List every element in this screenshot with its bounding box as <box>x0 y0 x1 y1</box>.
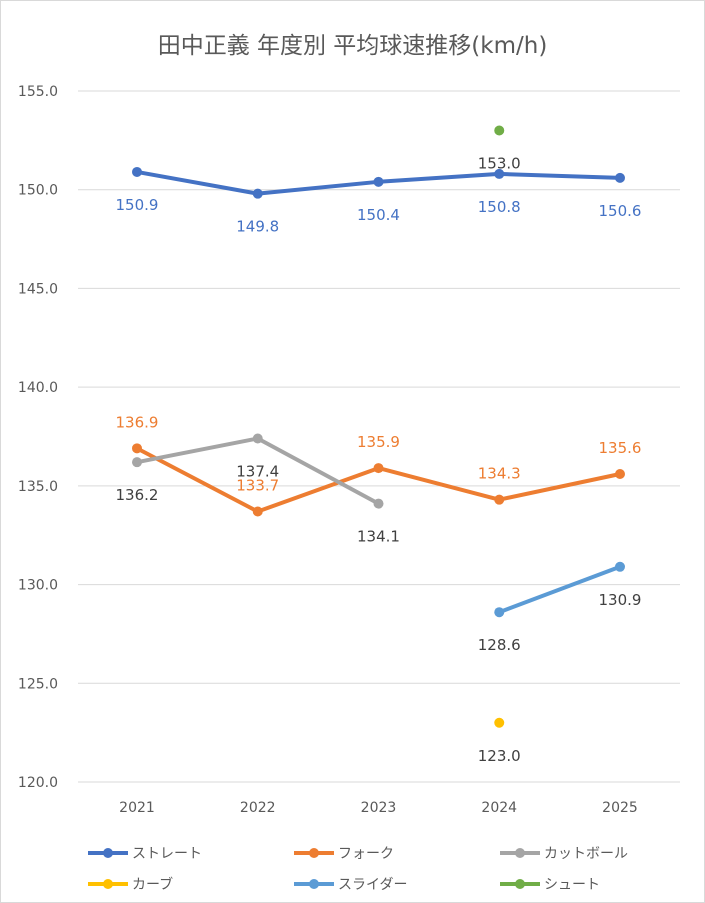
data-label: 134.1 <box>357 528 400 546</box>
data-label: 136.2 <box>116 486 159 504</box>
data-point <box>494 168 505 179</box>
data-point <box>252 188 263 199</box>
data-point <box>615 561 625 572</box>
series-line-4 <box>498 564 621 615</box>
legend-label: スライダー <box>338 877 407 893</box>
legend-point-marker <box>103 848 113 858</box>
legend-label: ストレート <box>132 846 202 862</box>
data-label: 135.9 <box>357 433 400 451</box>
data-label: 135.6 <box>599 439 642 457</box>
data-point <box>252 433 263 444</box>
data-point <box>132 166 142 177</box>
data-point <box>615 172 625 183</box>
data-point <box>252 506 263 517</box>
data-point <box>615 469 625 480</box>
legend-point-marker <box>309 848 319 858</box>
x-tick-label: 2025 <box>602 800 638 816</box>
data-point <box>132 457 142 468</box>
legend-label: カーブ <box>132 876 173 893</box>
y-tick-label: 125.0 <box>18 676 58 692</box>
data-point <box>132 443 142 454</box>
legend-point-marker <box>103 879 113 889</box>
x-tick-label: 2021 <box>119 800 155 816</box>
x-tick-label: 2023 <box>361 800 397 816</box>
data-label: 137.4 <box>236 462 279 480</box>
legend-label: カットボール <box>544 846 628 862</box>
data-label: 123.0 <box>478 747 521 765</box>
data-point <box>494 717 505 728</box>
data-label: 133.7 <box>236 477 279 495</box>
data-label: 149.8 <box>236 218 279 236</box>
data-label: 150.6 <box>599 202 642 220</box>
data-point <box>494 494 505 505</box>
y-tick-label: 120.0 <box>18 775 58 791</box>
y-tick-label: 135.0 <box>18 479 58 495</box>
data-label: 150.8 <box>478 198 521 216</box>
data-point <box>494 125 505 136</box>
y-tick-label: 145.0 <box>18 281 58 297</box>
legend-point-marker <box>515 848 525 858</box>
data-point <box>494 607 505 618</box>
y-tick-label: 140.0 <box>18 380 58 396</box>
data-label: 128.6 <box>478 636 521 654</box>
data-label: 130.9 <box>599 591 642 609</box>
legend-label: フォーク <box>338 846 394 862</box>
y-tick-label: 150.0 <box>18 183 58 199</box>
data-point <box>373 176 384 187</box>
x-tick-label: 2022 <box>240 800 276 816</box>
chart-title: 田中正義 年度別 平均球速推移(km/h) <box>157 33 548 59</box>
y-tick-label: 130.0 <box>18 578 58 594</box>
data-point <box>373 498 384 509</box>
data-point <box>373 463 384 474</box>
legend-label: シュート <box>544 877 600 893</box>
data-label: 150.4 <box>357 206 400 224</box>
data-label: 153.0 <box>478 154 521 172</box>
legend-point-marker <box>515 879 525 889</box>
y-tick-label: 155.0 <box>18 84 58 100</box>
x-tick-label: 2024 <box>481 800 517 816</box>
data-label: 136.9 <box>116 413 159 431</box>
legend-point-marker <box>309 879 319 889</box>
data-label: 134.3 <box>478 465 521 483</box>
data-label: 150.9 <box>116 196 159 214</box>
